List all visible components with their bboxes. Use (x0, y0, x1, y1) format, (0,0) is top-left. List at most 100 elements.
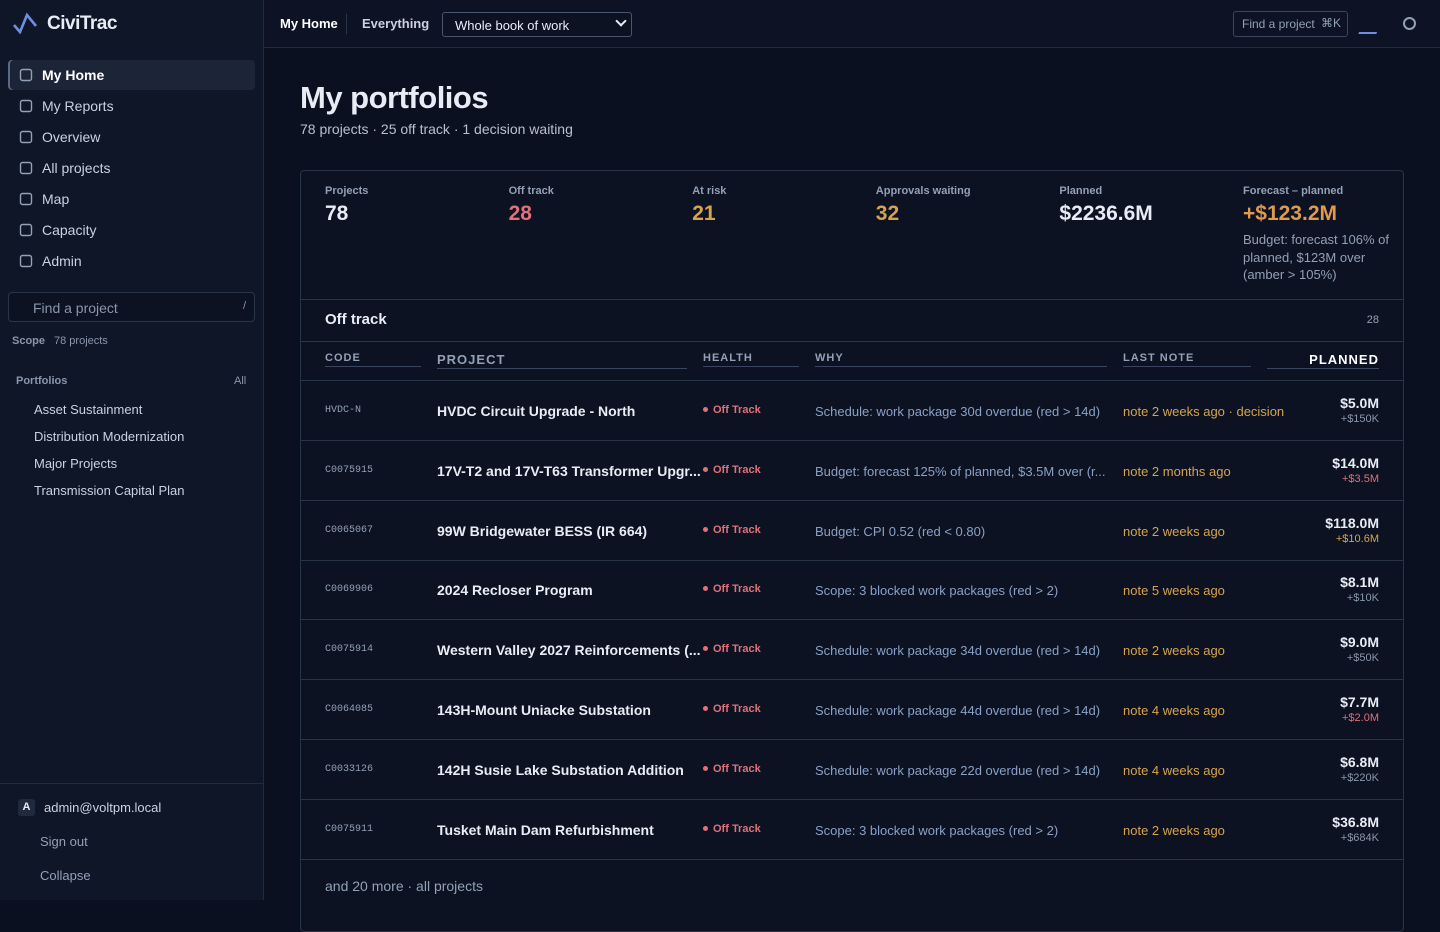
project-code: C0069906 (325, 584, 374, 596)
planned: $7.7M (1340, 694, 1379, 710)
health-dot (703, 646, 708, 652)
portfolio-link[interactable]: Transmission Capital Plan (34, 483, 185, 498)
project-code: C0075911 (325, 823, 374, 835)
project-name: Tusket Main Dam Refurbishment (437, 821, 654, 838)
nav-item[interactable]: My Reports (8, 91, 255, 121)
table-row[interactable]: C0064085 143H-Mount Uniacke Substation Off… (301, 680, 1403, 740)
planned-delta: +$10K (1346, 592, 1379, 605)
nav-item[interactable]: All projects (8, 153, 255, 183)
nav-label: Overview (42, 129, 101, 145)
portfolio-link[interactable]: Asset Sustainment (34, 402, 143, 417)
health-dot (703, 407, 708, 412)
logo (13, 12, 38, 34)
select-arrow (615, 15, 627, 27)
planned: $5.0M (1340, 395, 1379, 411)
project-code: HVDC-N (325, 405, 362, 416)
kpi-label: Forecast – planned (1243, 185, 1344, 197)
table-row[interactable]: C0033126 142H Susie Lake Substation Addit… (301, 740, 1403, 800)
nav-icon (19, 161, 33, 175)
project-name: 142H Susie Lake Substation Addition (437, 761, 684, 778)
kpi-label: Projects (325, 185, 369, 197)
health-status: Off Track (713, 404, 761, 416)
sign-out[interactable]: Sign out (40, 834, 88, 849)
last-note: note 2 weeks ago (1123, 523, 1225, 539)
column-header[interactable]: PROJECT (437, 353, 687, 369)
why: Scope: 3 blocked work packages (red > 2) (815, 583, 1059, 599)
health-status: Off Track (713, 463, 761, 476)
scope-select[interactable]: Whole book of work (442, 12, 632, 37)
project-code: C0075915 (325, 464, 374, 476)
nav-item[interactable]: Map (8, 184, 255, 214)
planned-delta: +$220K (1340, 771, 1379, 784)
planned-delta: +$10.6M (1335, 532, 1379, 545)
sidebar-divider (0, 783, 263, 784)
section-count: 28 (1366, 314, 1379, 326)
column-header[interactable]: PLANNED (1267, 353, 1379, 369)
activity-icon[interactable] (1358, 14, 1384, 34)
planned-delta: +$3.5M (1342, 472, 1379, 485)
why: Schedule: work package 30d overdue (red … (815, 404, 1101, 419)
find-button[interactable]: Find a project ⌘K (1233, 11, 1348, 37)
nav-icon (19, 254, 33, 268)
portfolios-all[interactable]: All (234, 375, 247, 387)
project-name: Western Valley 2027 Reinforcements (... (437, 642, 701, 659)
page-subtitle: 78 projects · 25 off track · 1 decision … (300, 121, 573, 137)
nav-item[interactable]: Admin (8, 246, 255, 276)
nav-item[interactable]: Capacity (8, 215, 255, 245)
health-dot (703, 466, 708, 472)
nav-label: My Reports (42, 98, 114, 114)
portfolio-link[interactable]: Major Projects (34, 456, 118, 471)
section-title: Off track (325, 311, 387, 328)
health-status: Off Track (713, 523, 761, 536)
nav-label: All projects (42, 160, 111, 176)
why: Schedule: work package 22d overdue (red … (815, 762, 1101, 778)
planned: $14.0M (1332, 454, 1379, 471)
kpi-value: 78 (325, 202, 349, 225)
kpi-value: +$123.2M (1243, 202, 1337, 225)
tab[interactable]: Everything (362, 16, 430, 31)
table-row[interactable]: C0075915 17V-T2 and 17V-T63 Transformer U… (301, 441, 1403, 501)
health-dot (703, 586, 708, 592)
kpi-label: At risk (692, 185, 727, 197)
health-dot (703, 706, 708, 711)
nav-icon (19, 99, 33, 113)
table-row[interactable]: C0069906 2024 Recloser Program Off Track Sc… (301, 560, 1403, 621)
why: Budget: CPI 0.52 (red < 0.80) (815, 523, 986, 539)
health-dot (703, 765, 708, 771)
column-header[interactable]: LAST NOTE (1123, 353, 1251, 367)
kpi-note: Budget: forecast 106% of planned, $123M … (1243, 232, 1389, 282)
last-note: note 2 weeks ago (1123, 643, 1225, 659)
why: Schedule: work package 44d overdue (red … (815, 703, 1101, 718)
health-dot (703, 526, 708, 532)
project-name: 99W Bridgewater BESS (IR 664) (437, 522, 648, 539)
project-name: HVDC Circuit Upgrade - North (437, 403, 636, 419)
collapse[interactable]: Collapse (40, 868, 91, 883)
topbar: My Home Everything Whole book of work Find … (264, 0, 1440, 48)
column-header[interactable]: WHY (815, 353, 1107, 367)
table-row[interactable]: C0075911 Tusket Main Dam Refurbishment Off… (301, 800, 1403, 860)
why: Schedule: work package 34d overdue (red … (815, 643, 1101, 659)
table-row[interactable]: HVDC-N HVDC Circuit Upgrade - North Off Tr… (301, 381, 1403, 441)
portfolio-link[interactable]: Distribution Modernization (34, 429, 185, 444)
nav-label: Map (42, 191, 70, 207)
tab-divider (346, 14, 347, 34)
search-key: / (242, 300, 246, 312)
more-link[interactable]: and 20 more · all projects (325, 878, 483, 894)
project-code: C0075914 (325, 644, 374, 656)
theme-toggle[interactable] (1403, 17, 1416, 30)
planned: $36.8M (1332, 813, 1379, 830)
nav-item[interactable]: Overview (8, 122, 255, 152)
scope-label: Scope (12, 335, 46, 347)
header-divider (301, 380, 1403, 381)
kpi-value: $2236.6M (1059, 202, 1153, 225)
table-row[interactable]: C0075914 Western Valley 2027 Reinforcemen… (301, 620, 1403, 681)
nav-icon (19, 192, 33, 206)
table-row[interactable]: C0065067 99W Bridgewater BESS (IR 664) Off… (301, 501, 1403, 561)
search-box[interactable]: Find a project / (8, 292, 255, 322)
nav-label: Admin (42, 253, 82, 269)
nav-item[interactable]: My Home (8, 60, 255, 90)
column-header[interactable]: HEALTH (703, 353, 799, 367)
tab[interactable]: My Home (280, 16, 338, 31)
column-header[interactable]: CODE (325, 353, 421, 367)
